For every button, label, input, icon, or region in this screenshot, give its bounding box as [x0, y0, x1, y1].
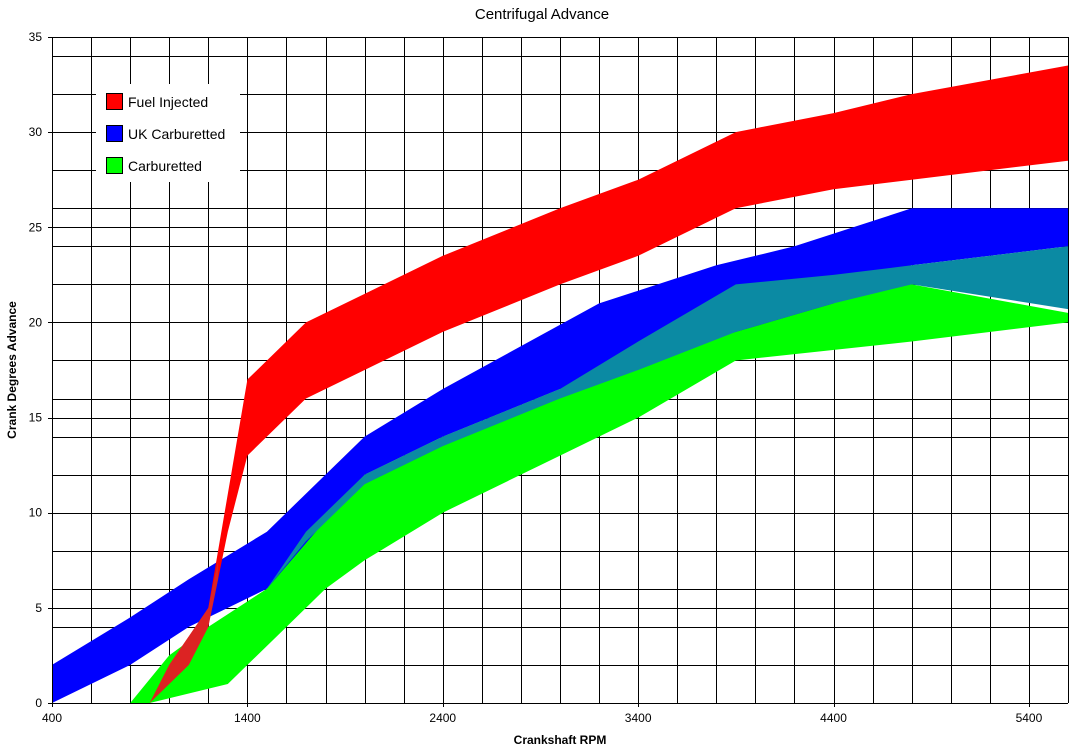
- legend-label: UK Carburetted: [128, 126, 225, 142]
- y-tick-label: 25: [29, 220, 43, 234]
- area-overlap: [188, 246, 1069, 665]
- axes: 0 5 10 15 20 25 30 35 400 1400 2400 3400 4400 5400: [29, 30, 1068, 725]
- series-areas: [52, 65, 1069, 704]
- y-tick-label: 20: [29, 315, 43, 329]
- x-tick-label: 2400: [429, 711, 456, 725]
- y-tick-label: 35: [29, 30, 43, 44]
- legend-label: Fuel Injected: [128, 94, 208, 110]
- x-axis-title: Crankshaft RPM: [514, 733, 607, 747]
- x-tick-label: 5400: [1016, 711, 1043, 725]
- area-overlap-red: [149, 560, 219, 703]
- x-tick-label: 1400: [234, 711, 261, 725]
- x-tick-label: 400: [42, 711, 62, 725]
- area-uk-carburetted: [52, 208, 1068, 704]
- area-fuel-injected: [149, 65, 1068, 703]
- x-tick-label: 3400: [625, 711, 652, 725]
- legend: Fuel Injected UK Carburetted Carburetted: [96, 84, 240, 182]
- y-tick-label: 0: [35, 696, 42, 710]
- y-tick-label: 15: [29, 411, 43, 425]
- legend-label: Carburetted: [128, 158, 202, 174]
- chart-title: Centrifugal Advance: [475, 6, 609, 23]
- x-tick-label: 4400: [820, 711, 847, 725]
- legend-swatch: [106, 157, 123, 174]
- y-tick-label: 30: [29, 125, 43, 139]
- legend-swatch: [106, 125, 123, 142]
- y-tick-label: 10: [29, 506, 43, 520]
- legend-swatch: [106, 93, 123, 110]
- y-axis-title: Crank Degrees Advance: [5, 301, 19, 439]
- y-tick-label: 5: [35, 601, 42, 615]
